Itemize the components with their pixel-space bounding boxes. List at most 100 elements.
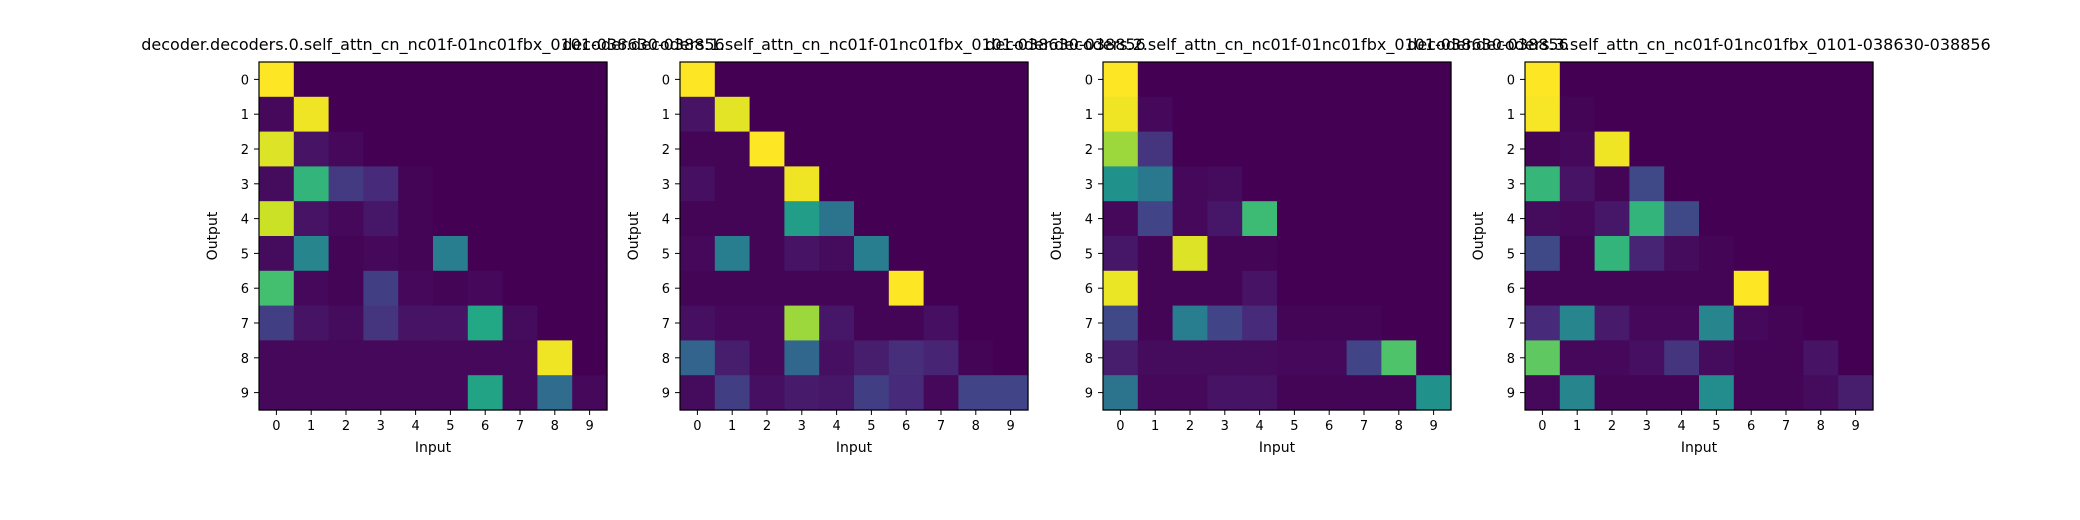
heatmap-cell <box>433 96 469 133</box>
heatmap-cell <box>1664 236 1700 272</box>
heatmap-cell <box>958 166 994 202</box>
heatmap-cell <box>819 270 855 307</box>
heatmap-cell <box>1242 62 1278 98</box>
heatmap-cell <box>1525 62 1561 98</box>
heatmap-cell <box>1768 340 1804 376</box>
heatmap-cell <box>1733 340 1770 376</box>
heatmap-cell <box>398 201 434 237</box>
heatmap-cell <box>433 166 469 202</box>
heatmap-cell <box>1838 96 1874 133</box>
chart-title: decoder.decoders.3.self_attn_cn_nc01f-01… <box>1407 35 1990 55</box>
heatmap-cell <box>433 270 469 307</box>
heatmap-cell <box>1172 375 1208 411</box>
heatmap-cell <box>1381 375 1417 411</box>
heatmap-cell <box>1594 166 1630 202</box>
heatmap-cell <box>467 340 504 376</box>
heatmap-panels: 0 1 2 3 4 5 6 7 8 9 0 1 2 3 4 5 6 7 8 9 Input Output decoder.d… <box>141 35 1990 456</box>
heatmap-cell <box>888 62 925 98</box>
heatmap-cell <box>1207 305 1243 341</box>
y-tick-label: 8 <box>1085 352 1093 367</box>
heatmap-cell <box>433 340 469 376</box>
heatmap-cell <box>398 236 434 272</box>
heatmap-cell <box>1277 305 1313 341</box>
heatmap-cell <box>1803 131 1839 167</box>
y-tick-label: 2 <box>241 143 249 158</box>
heatmap-cell <box>714 270 751 307</box>
heatmap-cell <box>1559 201 1596 237</box>
y-tick-label: 3 <box>1085 178 1093 193</box>
heatmap-cell <box>923 270 959 307</box>
heatmap-cell <box>1277 375 1313 411</box>
heatmap-cell <box>819 96 855 133</box>
heatmap-cell <box>293 166 330 202</box>
heatmap-cell <box>1559 131 1596 167</box>
chart-title: decoder.decoders.1.self_attn_cn_nc01f-01… <box>562 35 1145 55</box>
y-axis-label: Output <box>626 211 642 260</box>
x-tick-label: 5 <box>867 419 875 434</box>
heatmap-cell <box>888 131 925 167</box>
heatmap-cell <box>1629 270 1665 307</box>
heatmap-cell <box>1803 166 1839 202</box>
heatmap-cell <box>537 375 573 411</box>
y-tick-label: 2 <box>1507 143 1515 158</box>
heatmap-cell <box>1664 340 1700 376</box>
heatmap-cell <box>819 236 855 272</box>
heatmap-cell <box>923 166 959 202</box>
heatmap-cell <box>1172 340 1208 376</box>
heatmap-cell <box>1137 96 1174 133</box>
y-tick-label: 6 <box>662 282 670 297</box>
heatmap-cell <box>1768 201 1804 237</box>
heatmap-cell <box>363 305 399 341</box>
heatmap-cell <box>433 201 469 237</box>
heatmap-cell <box>1207 96 1243 133</box>
heatmap-cell <box>1664 96 1700 133</box>
heatmap-cell <box>363 131 399 167</box>
heatmap-cell <box>888 270 925 307</box>
heatmap-cell <box>923 340 959 376</box>
heatmap-cell <box>819 201 855 237</box>
heatmap-cell <box>749 375 785 411</box>
heatmap-cell <box>993 305 1029 341</box>
y-tick-label: 1 <box>662 108 670 123</box>
heatmap-cell <box>819 131 855 167</box>
heatmap-cell <box>680 166 716 202</box>
x-tick-label: 7 <box>937 419 945 434</box>
heatmap-panel: 0 1 2 3 4 5 6 7 8 9 0 1 2 3 4 5 6 7 8 9 Input Output decoder.d… <box>562 35 1145 456</box>
x-tick-label: 4 <box>1677 419 1685 434</box>
heatmap-cell <box>1311 96 1348 133</box>
heatmap-cell <box>1416 340 1452 376</box>
heatmap-cell <box>680 340 716 376</box>
heatmap-cell <box>1137 62 1174 98</box>
heatmap-cell <box>749 166 785 202</box>
x-tick-label: 6 <box>1325 419 1333 434</box>
heatmap-cell <box>1699 270 1735 307</box>
heatmap-cell <box>1594 62 1630 98</box>
heatmap-cell <box>1207 375 1243 411</box>
heatmap-cell <box>819 166 855 202</box>
y-tick-label: 9 <box>662 387 670 402</box>
heatmap-cell <box>1838 340 1874 376</box>
heatmap-cell <box>572 236 608 272</box>
heatmap-cell <box>1311 305 1348 341</box>
heatmap-cell <box>363 201 399 237</box>
x-tick-label: 4 <box>832 419 840 434</box>
heatmap-cell <box>398 340 434 376</box>
heatmap-cell <box>1768 375 1804 411</box>
heatmap-cell <box>854 201 890 237</box>
heatmap-cell <box>1242 340 1278 376</box>
heatmap-cell <box>1172 305 1208 341</box>
x-tick-label: 3 <box>798 419 806 434</box>
heatmap-cell <box>958 96 994 133</box>
heatmap-cell <box>1242 201 1278 237</box>
heatmap-cell <box>819 375 855 411</box>
y-tick-label: 2 <box>662 143 670 158</box>
heatmap-cell <box>1207 201 1243 237</box>
heatmap-cell <box>259 236 295 272</box>
x-tick-label: 5 <box>1712 419 1720 434</box>
heatmap-cell <box>1172 236 1208 272</box>
heatmap-cell <box>1381 236 1417 272</box>
plot-frame <box>1102 61 1452 411</box>
heatmap-cell <box>1664 375 1700 411</box>
heatmap-cell <box>854 166 890 202</box>
